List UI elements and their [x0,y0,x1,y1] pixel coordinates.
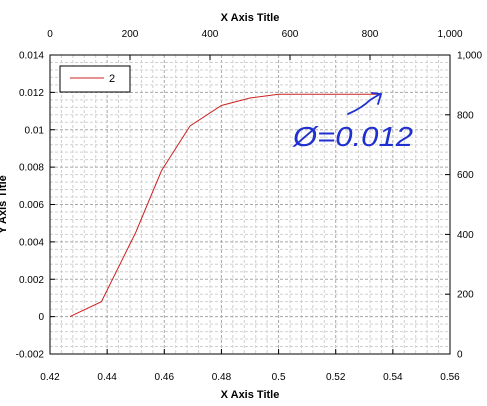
y-tick-label: 0.01 [25,125,45,136]
annotation-arrow [347,92,383,115]
x-tick-label: 0.44 [97,372,117,383]
series-lines [69,93,382,318]
grid-lines [49,54,451,355]
top-x-tick-label: 400 [202,29,219,40]
legend-box [59,65,131,93]
annotation-text: Ø=0.012 [292,121,414,152]
y-tick-label: 0.008 [19,163,44,174]
y-tick-label: 0.002 [19,275,44,286]
y-tick-label: 0.012 [19,88,44,99]
x-tick-label: 0.5 [272,372,286,383]
y-tick-label: 0 [38,312,44,323]
x-tick-label: 0.48 [212,372,232,383]
left-y-axis-title: Y Axis Title [0,175,9,234]
y-tick-label: 0.014 [19,51,44,62]
x-tick-label: 0.54 [383,372,403,383]
right-y-tick-label: 1,000 [457,51,482,62]
axes: 0.42 0.44 0.46 0.48 0.5 0.52 0.54 0.56-0.00200.… [16,29,483,383]
series-line [69,93,382,318]
y-tick-label: 0.006 [19,200,44,211]
y-tick-label: -0.002 [16,350,45,361]
right-y-tick-label: 400 [457,230,474,241]
right-y-tick-label: 800 [457,110,474,121]
top-x-tick-label: 200 [122,29,139,40]
top-x-tick-label: 600 [282,29,299,40]
x-tick-label: 0.46 [155,372,175,383]
handwritten-annotation: Ø=0.012 [292,92,414,152]
x-tick-label: 0.52 [326,372,346,383]
legend: 2 [59,65,131,93]
legend-label: 2 [109,73,115,85]
top-x-tick-label: 800 [362,29,379,40]
y-tick-label: 0.004 [19,237,44,248]
top-x-tick-label: 0 [47,29,53,40]
top-x-axis-title: X Axis Title [221,12,280,24]
x-tick-label: 0.56 [440,372,460,383]
top-x-tick-label: 1,000 [437,29,462,40]
right-y-tick-label: 0 [457,350,463,361]
right-y-tick-label: 200 [457,290,474,301]
bottom-x-axis-title: X Axis Title [221,389,280,401]
x-tick-label: 0.42 [40,372,60,383]
right-y-tick-label: 600 [457,170,474,181]
